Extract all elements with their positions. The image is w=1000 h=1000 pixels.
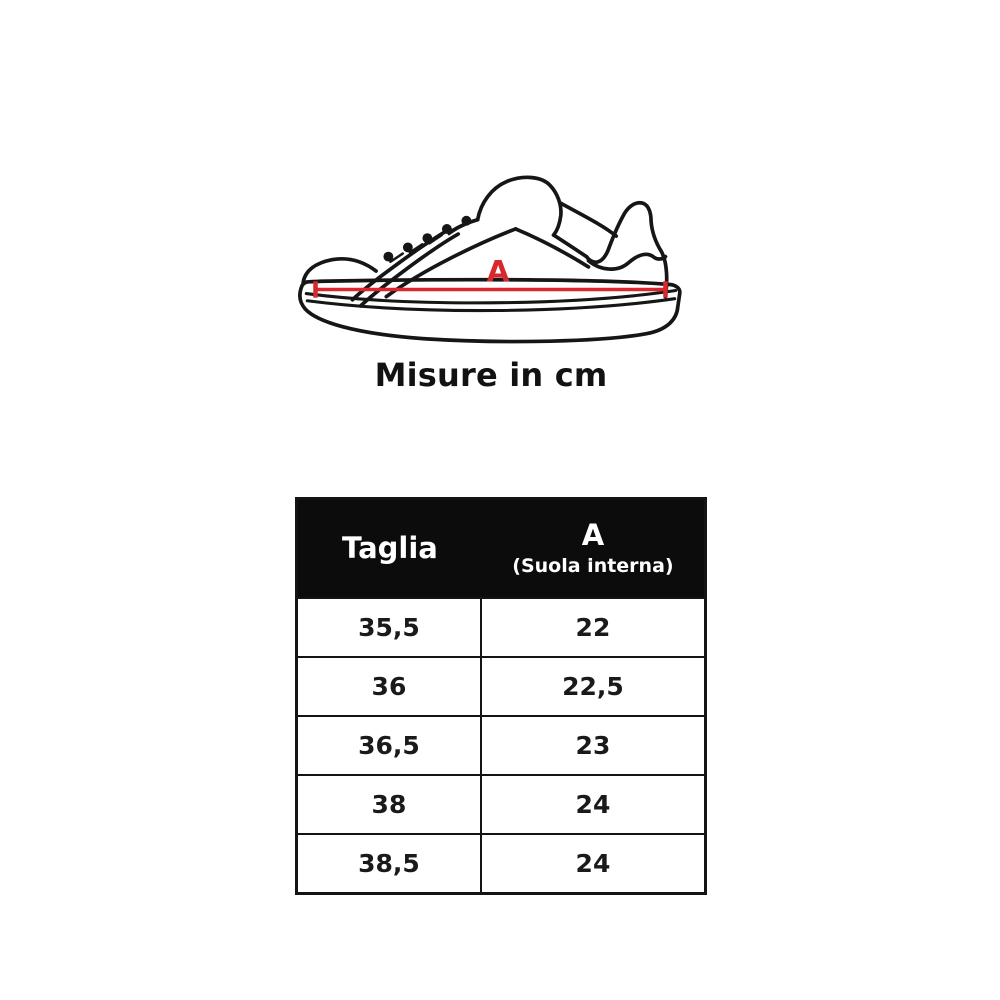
header-a-sublabel: (Suola interna) <box>512 555 674 577</box>
figure-caption: Misure in cm <box>374 356 608 394</box>
sole-length-cell: 22 <box>575 613 611 642</box>
sole-length-cell: 23 <box>575 731 611 760</box>
size-cell: 35,5 <box>298 599 482 656</box>
sole-length-cell: 24 <box>575 790 611 819</box>
sole-length-cell: 24 <box>575 849 611 878</box>
lace-threads <box>389 224 463 263</box>
header-taglia-label: Taglia <box>342 530 438 565</box>
header-a-label: A <box>581 518 605 553</box>
measurement-line <box>313 281 668 298</box>
lace-knots <box>383 215 472 262</box>
size-cell: 36,5 <box>298 717 482 774</box>
size-table: Taglia A (Suola interna) 35,5 22 36 22,5… <box>295 497 707 895</box>
table-row: 36 22,5 <box>298 656 704 715</box>
shoe-figure: A Misure in cm <box>296 156 686 394</box>
header-cell-a: A (Suola interna) <box>482 500 704 597</box>
measurement-label: A <box>487 254 510 289</box>
table-row: 35,5 22 <box>298 597 704 656</box>
size-table-header: Taglia A (Suola interna) <box>298 500 704 597</box>
header-cell-taglia: Taglia <box>298 500 482 597</box>
size-cell: 38 <box>298 776 482 833</box>
shoe-illustration: A <box>298 175 682 344</box>
table-row: 38,5 24 <box>298 833 704 892</box>
size-cell: 38,5 <box>298 835 482 892</box>
shoe-outline <box>298 175 682 344</box>
table-row: 38 24 <box>298 774 704 833</box>
sole-length-cell: 22,5 <box>562 672 624 701</box>
size-cell: 36 <box>298 658 482 715</box>
table-row: 36,5 23 <box>298 715 704 774</box>
